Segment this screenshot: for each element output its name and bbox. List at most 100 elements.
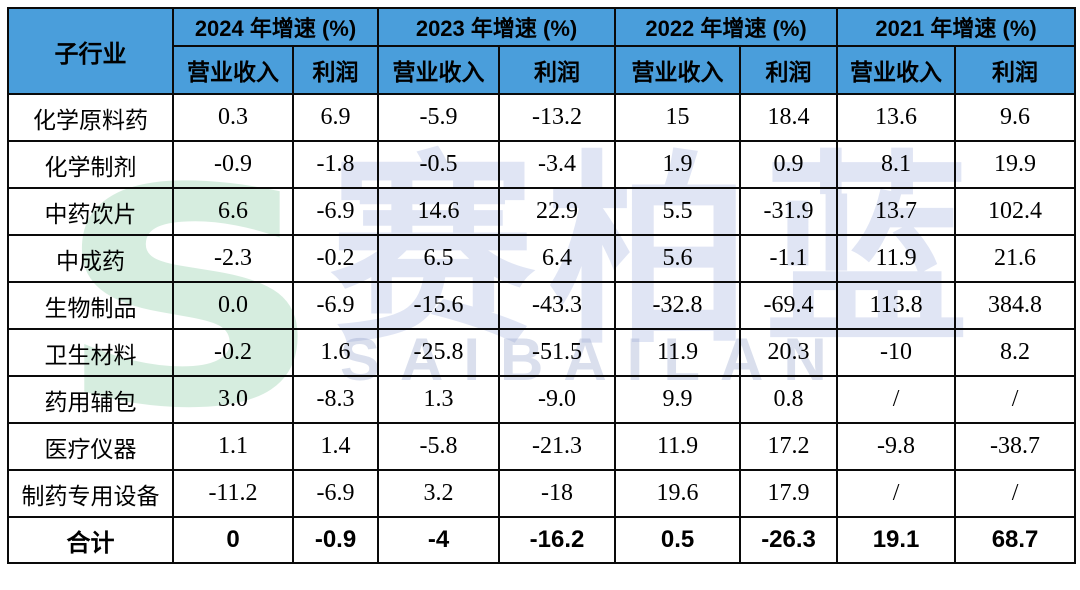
cell-value: 6.4	[498, 234, 617, 283]
cell-value: 11.9	[614, 328, 742, 377]
cell-value: 19.9	[954, 140, 1077, 189]
cell-value: 384.8	[954, 281, 1077, 330]
cell-value: -21.3	[498, 422, 617, 471]
row-label: 中成药	[7, 234, 174, 283]
cell-value: -15.6	[377, 281, 501, 330]
cell-value: -2.3	[172, 234, 294, 283]
row-label: 生物制品	[7, 281, 174, 330]
subheader-profit-2024: 利润	[291, 45, 380, 95]
cell-value: /	[954, 375, 1077, 424]
subheader-revenue-2021: 营业收入	[836, 45, 957, 95]
table-row: 中成药 -2.3 -0.2 6.5 6.4 5.6 -1.1 11.9 21.6	[7, 234, 1077, 283]
cell-value: 0.9	[739, 140, 839, 189]
cell-value: 9.6	[954, 93, 1077, 142]
cell-value: -11.2	[172, 469, 294, 518]
subheader-profit-2022: 利润	[739, 45, 839, 95]
cell-value: 19.6	[614, 469, 742, 518]
cell-value: -31.9	[739, 187, 839, 236]
total-row-label: 合计	[7, 516, 174, 564]
cell-value: 21.6	[954, 234, 1077, 283]
total-cell-value: -16.2	[498, 516, 617, 564]
cell-value: -1.8	[291, 140, 380, 189]
subheader-revenue-2022: 营业收入	[614, 45, 742, 95]
cell-value: 5.6	[614, 234, 742, 283]
cell-value: -25.8	[377, 328, 501, 377]
subheader-revenue-2024: 营业收入	[172, 45, 294, 95]
cell-value: 8.1	[836, 140, 957, 189]
cell-value: -18	[498, 469, 617, 518]
cell-value: -51.5	[498, 328, 617, 377]
cell-value: 1.4	[291, 422, 380, 471]
cell-value: 15	[614, 93, 742, 142]
year-group-2022: 2022 年增速 (%)	[614, 7, 839, 47]
cell-value: -0.9	[172, 140, 294, 189]
total-cell-value: 68.7	[954, 516, 1077, 564]
table-row: 制药专用设备 -11.2 -6.9 3.2 -18 19.6 17.9 / /	[7, 469, 1077, 518]
cell-value: 1.6	[291, 328, 380, 377]
cell-value: 18.4	[739, 93, 839, 142]
table-row: 医疗仪器 1.1 1.4 -5.8 -21.3 11.9 17.2 -9.8 -…	[7, 422, 1077, 471]
cell-value: -0.2	[172, 328, 294, 377]
year-group-2023: 2023 年增速 (%)	[377, 7, 617, 47]
row-label: 卫生材料	[7, 328, 174, 377]
year-group-2024: 2024 年增速 (%)	[171, 7, 380, 47]
industry-growth-table: 子行业 2024 年增速 (%) 2023 年增速 (%) 2022 年增速 (…	[7, 7, 1077, 564]
total-cell-value: 0	[172, 516, 294, 564]
cell-value: 13.7	[836, 187, 957, 236]
row-label: 化学原料药	[7, 93, 174, 142]
cell-value: -3.4	[498, 140, 617, 189]
cell-value: -6.9	[291, 187, 380, 236]
cell-value: -0.2	[291, 234, 380, 283]
row-label: 化学制剂	[7, 140, 174, 189]
cell-value: 6.9	[291, 93, 380, 142]
subheader-revenue-2023: 营业收入	[377, 45, 501, 95]
table-row: 化学原料药 0.3 6.9 -5.9 -13.2 15 18.4 13.6 9.…	[7, 93, 1077, 142]
row-label: 医疗仪器	[7, 422, 174, 471]
cell-value: /	[836, 375, 957, 424]
total-row: 合计 0 -0.9 -4 -16.2 0.5 -26.3 19.1 68.7	[7, 516, 1077, 564]
cell-value: -9.0	[498, 375, 617, 424]
cell-value: 102.4	[954, 187, 1077, 236]
row-label: 制药专用设备	[7, 469, 174, 518]
corner-header: 子行业	[7, 7, 174, 95]
cell-value: -0.5	[377, 140, 501, 189]
subheader-profit-2021: 利润	[954, 45, 1077, 95]
cell-value: 6.5	[377, 234, 501, 283]
cell-value: 3.0	[172, 375, 294, 424]
cell-value: 5.5	[614, 187, 742, 236]
total-cell-value: 19.1	[836, 516, 957, 564]
total-cell-value: 0.5	[614, 516, 742, 564]
cell-value: 14.6	[377, 187, 501, 236]
row-label: 药用辅包	[7, 375, 174, 424]
total-cell-value: -26.3	[739, 516, 839, 564]
table-row: 生物制品 0.0 -6.9 -15.6 -43.3 -32.8 -69.4 11…	[7, 281, 1077, 330]
cell-value: 11.9	[614, 422, 742, 471]
cell-value: 20.3	[739, 328, 839, 377]
cell-value: -6.9	[291, 281, 380, 330]
cell-value: -69.4	[739, 281, 839, 330]
header-sub-row: 营业收入 利润 营业收入 利润 营业收入 利润 营业收入 利润	[8, 45, 1077, 95]
cell-value: -8.3	[291, 375, 380, 424]
cell-value: 1.1	[172, 422, 294, 471]
cell-value: 113.8	[836, 281, 957, 330]
cell-value: 1.3	[377, 375, 501, 424]
cell-value: -1.1	[739, 234, 839, 283]
cell-value: 11.9	[836, 234, 957, 283]
cell-value: 0.3	[172, 93, 294, 142]
cell-value: -13.2	[498, 93, 617, 142]
table-row: 药用辅包 3.0 -8.3 1.3 -9.0 9.9 0.8 / /	[7, 375, 1077, 424]
cell-value: -32.8	[614, 281, 742, 330]
cell-value: -43.3	[498, 281, 617, 330]
table-row: 中药饮片 6.6 -6.9 14.6 22.9 5.5 -31.9 13.7 1…	[7, 187, 1077, 236]
cell-value: 17.9	[739, 469, 839, 518]
cell-value: 9.9	[614, 375, 742, 424]
cell-value: 3.2	[377, 469, 501, 518]
cell-value: 8.2	[954, 328, 1077, 377]
year-group-2021: 2021 年增速 (%)	[836, 7, 1077, 47]
cell-value: 0.0	[172, 281, 294, 330]
cell-value: -38.7	[954, 422, 1077, 471]
cell-value: 1.9	[614, 140, 742, 189]
cell-value: -9.8	[836, 422, 957, 471]
header-year-row: 子行业 2024 年增速 (%) 2023 年增速 (%) 2022 年增速 (…	[7, 7, 1077, 95]
cell-value: 13.6	[836, 93, 957, 142]
